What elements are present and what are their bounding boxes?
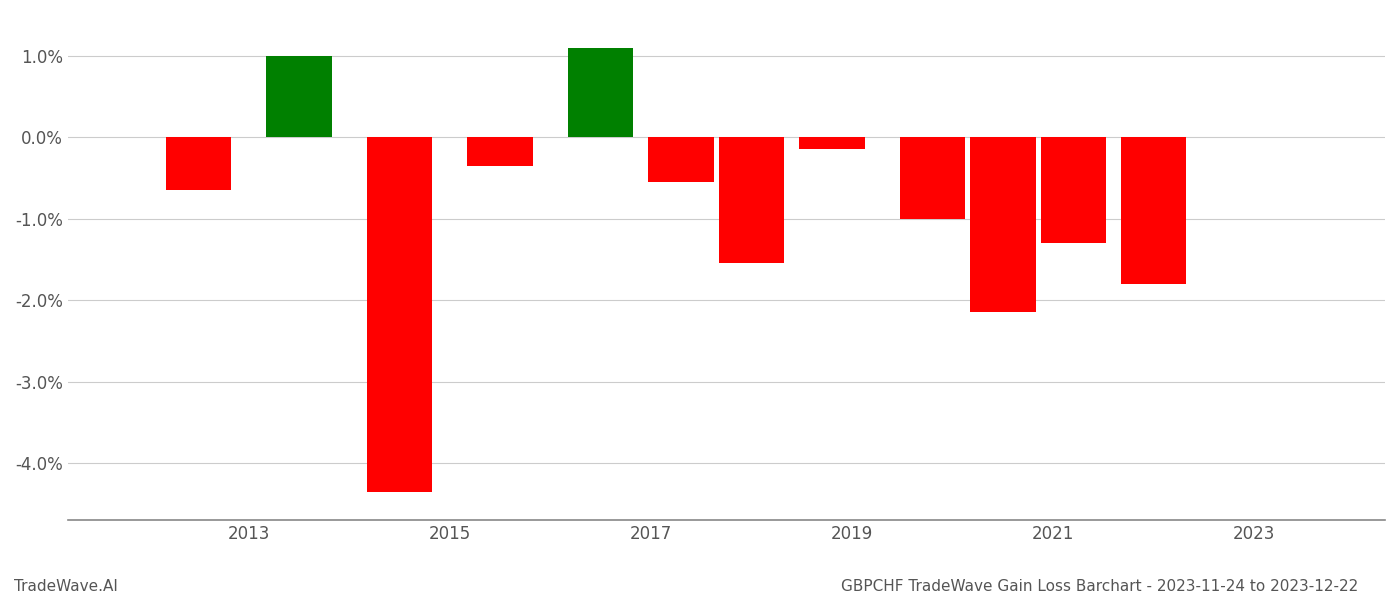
Bar: [900, 137, 965, 218]
Bar: [266, 56, 332, 137]
Bar: [367, 137, 433, 491]
Bar: [165, 137, 231, 190]
Bar: [1040, 137, 1106, 243]
Text: GBPCHF TradeWave Gain Loss Barchart - 2023-11-24 to 2023-12-22: GBPCHF TradeWave Gain Loss Barchart - 20…: [841, 579, 1358, 594]
Bar: [568, 47, 633, 137]
Bar: [648, 137, 714, 182]
Bar: [970, 137, 1036, 313]
Text: TradeWave.AI: TradeWave.AI: [14, 579, 118, 594]
Bar: [718, 137, 784, 263]
Bar: [1121, 137, 1186, 284]
Bar: [468, 137, 533, 166]
Bar: [799, 137, 865, 149]
